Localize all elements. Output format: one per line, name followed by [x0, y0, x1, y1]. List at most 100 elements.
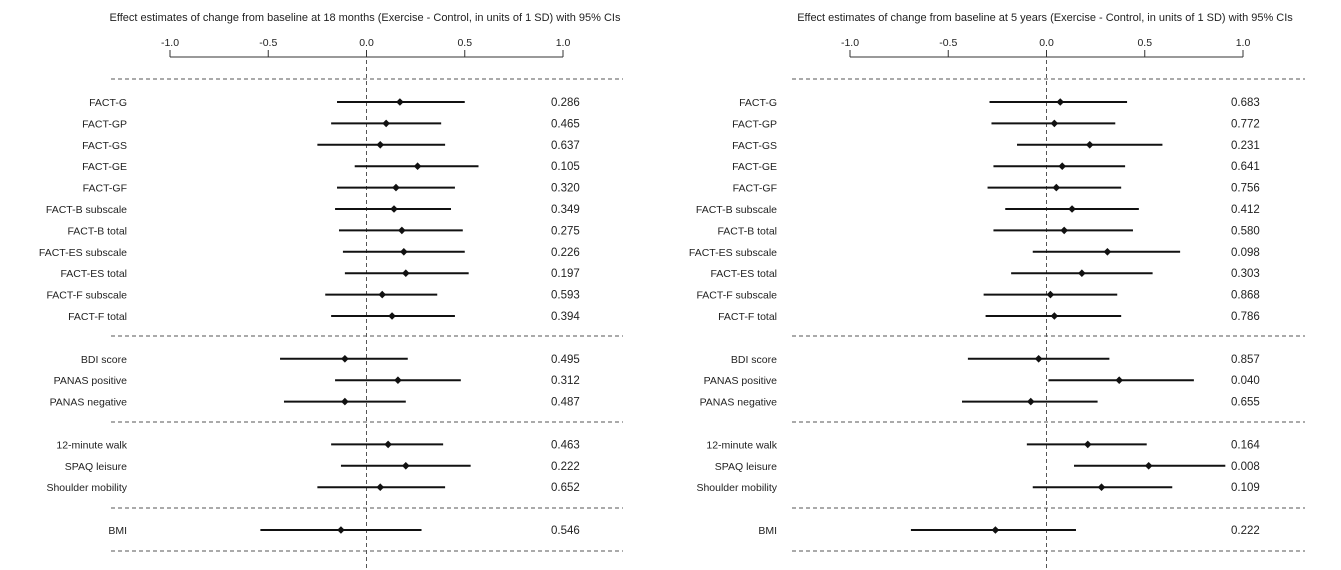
p-value: 0.105 — [551, 161, 580, 173]
p-value: 0.683 — [1231, 97, 1260, 109]
point-estimate-marker — [378, 290, 387, 299]
outcome-label: SPAQ leisure — [65, 461, 127, 473]
x-tick-label: 0.5 — [1137, 37, 1152, 49]
p-value: 0.098 — [1231, 247, 1260, 259]
point-estimate-marker — [1097, 483, 1106, 491]
point-estimate-marker — [400, 248, 408, 256]
p-value: 0.286 — [551, 97, 580, 109]
p-value: 0.463 — [551, 439, 580, 451]
p-value: 0.312 — [551, 375, 580, 387]
point-estimate-marker — [341, 397, 349, 406]
p-value: 0.546 — [551, 525, 580, 537]
x-tick-label: 1.0 — [556, 37, 571, 49]
p-value: 0.040 — [1231, 375, 1260, 387]
outcome-label: FACT-ES subscale — [39, 247, 127, 259]
p-value: 0.394 — [551, 311, 580, 323]
chart-title: Effect estimates of change from baseline… — [110, 12, 621, 24]
point-estimate-marker — [1060, 226, 1068, 235]
outcome-label: FACT-ES total — [710, 268, 777, 280]
x-tick-label: 0.0 — [359, 37, 374, 49]
point-estimate-marker — [1058, 162, 1067, 170]
outcome-label: PANAS positive — [704, 375, 777, 387]
point-estimate-marker — [382, 119, 390, 128]
outcome-label: FACT-ES subscale — [689, 247, 777, 259]
x-tick-label: -1.0 — [841, 37, 859, 49]
outcome-label: 12-minute walk — [56, 439, 127, 451]
outcome-label: FACT-GE — [82, 161, 127, 173]
point-estimate-marker — [396, 98, 404, 106]
point-estimate-marker — [390, 205, 398, 213]
x-tick-label: -1.0 — [161, 37, 179, 49]
outcome-label: FACT-F subscale — [46, 290, 127, 302]
point-estimate-marker — [402, 269, 410, 277]
outcome-label: FACT-B total — [717, 225, 777, 237]
point-estimate-marker — [1085, 141, 1094, 149]
p-value: 0.652 — [551, 482, 580, 494]
p-value: 0.320 — [551, 183, 580, 195]
point-estimate-marker — [1144, 462, 1153, 470]
outcome-label: BMI — [108, 525, 127, 537]
point-estimate-marker — [1050, 119, 1059, 128]
point-estimate-marker — [398, 226, 406, 235]
point-estimate-marker — [991, 526, 1000, 534]
point-estimate-marker — [1052, 183, 1061, 192]
point-estimate-marker — [376, 141, 385, 149]
p-value: 0.641 — [1231, 161, 1260, 173]
outcome-label: FACT-GF — [733, 183, 777, 195]
point-estimate-marker — [1056, 98, 1065, 106]
point-estimate-marker — [1046, 290, 1055, 299]
point-estimate-marker — [394, 376, 402, 384]
point-estimate-marker — [341, 355, 349, 363]
outcome-label: 12-minute walk — [706, 439, 777, 451]
point-estimate-marker — [392, 183, 400, 192]
p-value: 0.222 — [1231, 525, 1260, 537]
point-estimate-marker — [1050, 312, 1059, 320]
x-tick-label: -0.5 — [939, 37, 957, 49]
outcome-label: FACT-F total — [68, 311, 127, 323]
p-value: 0.756 — [1231, 183, 1260, 195]
outcome-label: FACT-GE — [732, 161, 777, 173]
outcome-label: Shoulder mobility — [696, 482, 777, 494]
p-value: 0.786 — [1231, 311, 1260, 323]
p-value: 0.197 — [551, 268, 580, 280]
p-value: 0.487 — [551, 397, 580, 409]
outcome-label: FACT-F subscale — [696, 290, 777, 302]
point-estimate-marker — [384, 440, 392, 449]
outcome-label: FACT-B subscale — [696, 204, 777, 216]
p-value: 0.226 — [551, 247, 580, 259]
outcome-label: Shoulder mobility — [46, 482, 127, 494]
outcome-label: SPAQ leisure — [715, 461, 777, 473]
outcome-label: FACT-GS — [732, 140, 777, 152]
chart-title: Effect estimates of change from baseline… — [797, 12, 1293, 24]
p-value: 0.580 — [1231, 225, 1260, 237]
p-value: 0.637 — [551, 140, 580, 152]
point-estimate-marker — [1115, 376, 1124, 384]
point-estimate-marker — [376, 483, 385, 491]
p-value: 0.164 — [1231, 439, 1260, 451]
point-estimate-marker — [1068, 205, 1076, 213]
p-value: 0.772 — [1231, 118, 1260, 130]
point-estimate-marker — [1103, 248, 1112, 256]
x-tick-label: 1.0 — [1236, 37, 1251, 49]
p-value: 0.655 — [1231, 397, 1260, 409]
outcome-label: PANAS negative — [700, 397, 778, 409]
p-value: 0.109 — [1231, 482, 1260, 494]
p-value: 0.593 — [551, 290, 580, 302]
p-value: 0.465 — [551, 118, 580, 130]
outcome-label: FACT-GP — [82, 118, 127, 130]
x-tick-label: 0.0 — [1039, 37, 1054, 49]
point-estimate-marker — [388, 312, 396, 320]
outcome-label: FACT-F total — [718, 311, 777, 323]
p-value: 0.349 — [551, 204, 580, 216]
x-tick-label: 0.5 — [457, 37, 472, 49]
p-value: 0.008 — [1231, 461, 1260, 473]
outcome-label: FACT-G — [739, 97, 777, 109]
point-estimate-marker — [413, 162, 422, 170]
outcome-label: FACT-GS — [82, 140, 127, 152]
outcome-label: PANAS negative — [50, 397, 128, 409]
p-value: 0.495 — [551, 354, 580, 366]
p-value: 0.303 — [1231, 268, 1260, 280]
p-value: 0.868 — [1231, 290, 1260, 302]
point-estimate-marker — [337, 526, 345, 534]
p-value: 0.231 — [1231, 140, 1260, 152]
